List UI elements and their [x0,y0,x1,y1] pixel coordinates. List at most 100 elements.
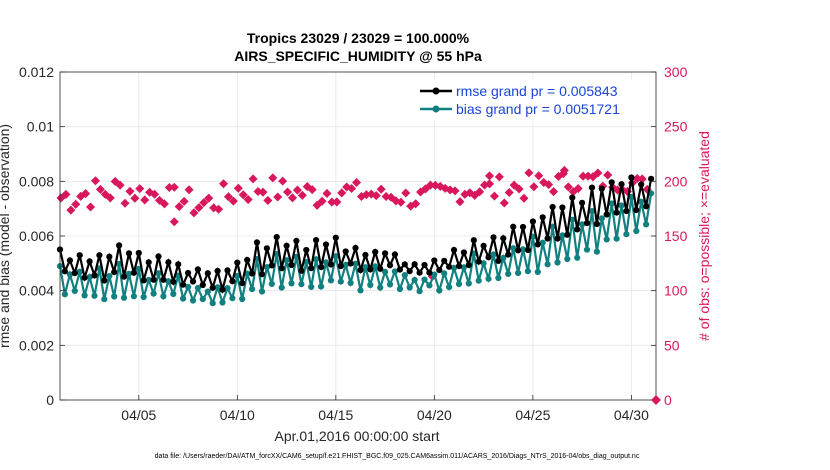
rmse-data-point [618,181,625,188]
bias-data-point [391,268,398,275]
rmse-data-point [180,281,187,288]
bias-data-point [524,268,532,275]
rmse-data-point [510,223,517,230]
obs-count-marker [164,182,174,193]
bias-data-point [510,245,517,252]
bias-data-point [583,246,591,253]
bias-data-point [313,256,320,263]
obs-count-marker [194,203,204,213]
rmse-data-point [519,223,527,231]
bias-data-point [436,287,443,294]
obs-count-marker [484,179,495,189]
rmse-data-point [273,234,280,241]
bias-data-point [579,221,586,228]
rmse-data-point [165,259,172,266]
bias-data-point [347,279,354,286]
axes-ticks: 0 0.002 0.004 0.006 0.008 0.01 0.012 0 50 100 150 2… [19,64,688,423]
bias-data-point [101,296,108,303]
rmse-data-point [579,199,586,206]
obs-count-marker [90,176,100,186]
bias-data-point [130,293,137,300]
bias-data-point [298,281,305,288]
rmse-data-point [61,268,68,275]
obs-count-marker [159,199,169,209]
bias-data-point [480,260,487,267]
bias-data-point [234,272,241,280]
legend-box [414,79,646,121]
bias-data-point [106,273,113,280]
rmse-data-point [308,265,315,272]
rmse-data-point [382,250,389,257]
rmse-data-point [490,234,497,241]
rmse-data-point [613,209,620,216]
bias-data-point [460,264,467,271]
series-layer [56,165,655,307]
obs-count-marker [115,180,125,190]
x-tick-label: 04/30 [614,407,649,423]
bias-data-point [283,257,290,264]
rmse-data-point [524,246,532,254]
bias-data-point [86,274,93,281]
y-tick-label-left: 0.006 [19,228,54,244]
obs-count-marker [120,198,130,208]
bias-data-point [357,287,364,294]
rmse-data-point [593,220,601,228]
bias-data-point [539,239,546,246]
rmse-data-point [189,278,197,285]
obs-count-marker [223,192,233,202]
rmse-data-point [283,242,290,249]
bias-data-point [549,223,556,230]
rmse-data-point [249,270,256,277]
bias-data-point [81,292,88,299]
bias-data-point [322,259,330,266]
rmse-data-point [140,277,147,284]
rmse-data-point [268,262,275,269]
rmse-data-point [298,267,305,274]
rmse-data-point [66,257,73,264]
bias-data-point [465,280,472,287]
rmse-data-point [470,237,477,244]
y-tick-label-left: 0.01 [27,119,54,135]
bias-data-point [91,292,98,299]
rmse-data-point [505,251,512,258]
rmse-data-point [214,267,221,275]
rmse-data-point [362,251,369,259]
rmse-data-point [160,276,167,283]
x-tick-label: 04/15 [318,407,353,423]
rmse-data-point [603,211,610,218]
bias-data-point [214,284,221,291]
bias-data-point [150,290,157,297]
rmse-data-point [633,207,640,214]
rmse-data-point [155,253,162,260]
bias-data-point [263,264,270,271]
rmse-data-point [628,174,635,181]
bias-data-point [160,293,167,300]
bias-data-point [258,288,266,295]
obs-count-marker [105,193,115,203]
rmse-data-point [529,218,537,225]
bias-data-point [249,286,256,293]
obs-count-marker [95,184,105,194]
rmse-data-point [234,259,241,266]
bias-data-point [588,208,596,215]
right-axis-zero-marker [651,395,661,405]
rmse-data-point [86,258,93,265]
bias-data-point [288,280,295,287]
rmse-data-point [623,208,630,215]
bias-data-point [386,281,394,288]
rmse-data-point [204,270,211,277]
rmse-data-point [239,280,246,287]
rmse-data-point [111,269,118,276]
x-tick-label: 04/20 [417,407,452,423]
rmse-data-point [411,261,418,268]
rmse-data-point [426,269,433,276]
obs-count-marker [140,195,150,205]
bias-data-point [209,300,216,307]
rmse-data-point [357,267,364,274]
rmse-data-point [278,265,285,272]
bias-data-point [396,285,403,293]
legend-bias-marker [432,105,440,113]
bias-data-point [318,283,325,290]
bias-data-point [71,287,78,294]
bias-data-point [362,264,369,271]
